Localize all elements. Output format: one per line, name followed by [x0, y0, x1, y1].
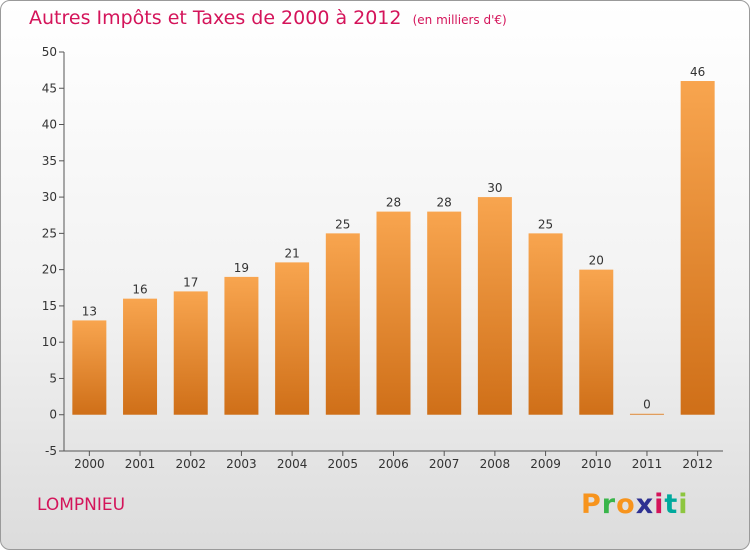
logo-letter: i: [654, 489, 665, 520]
y-tick-label: 40: [42, 118, 57, 132]
data-label-2008: 30: [487, 181, 502, 195]
data-label-2010: 20: [589, 254, 604, 268]
data-label-2003: 19: [234, 261, 249, 275]
logo-letter: o: [616, 489, 636, 520]
y-tick-label: 45: [42, 81, 57, 95]
bar-2011: [629, 413, 664, 415]
bar-2010: [579, 269, 614, 415]
y-tick-label: -5: [45, 444, 57, 458]
x-tick-label: 2012: [682, 457, 713, 471]
chart-title: Autres Impôts et Taxes de 2000 à 2012 (e…: [29, 7, 507, 29]
y-tick-label: 50: [42, 45, 57, 59]
commune-name: LOMPNIEU: [37, 495, 126, 515]
logo-letter: x: [635, 489, 655, 520]
x-tick-label: 2008: [480, 457, 511, 471]
x-tick-label: 2006: [378, 457, 409, 471]
x-tick-label: 2007: [429, 457, 460, 471]
x-tick-label: 2001: [125, 457, 156, 471]
bar-2005: [325, 233, 360, 415]
data-label-2002: 17: [183, 275, 198, 289]
bar-2004: [275, 262, 310, 415]
logo-letter: t: [664, 489, 679, 520]
x-tick-label: 2004: [277, 457, 308, 471]
x-tick-label: 2011: [632, 457, 663, 471]
data-label-2000: 13: [82, 304, 97, 318]
data-label-2005: 25: [335, 217, 350, 231]
axes: -5 0 5 10 15 20 25 30 35 40 45 50 2000 2001 2002 2003 20…: [42, 45, 723, 471]
data-label-2009: 25: [538, 217, 553, 231]
x-tick-label: 2002: [175, 457, 206, 471]
bar-2008: [477, 197, 512, 415]
data-label-2004: 21: [284, 246, 299, 260]
bar-2012: [680, 81, 715, 415]
y-tick-label: 0: [49, 408, 57, 422]
y-tick-label: 35: [42, 154, 57, 168]
proxiti-logo: Proxiti: [581, 489, 689, 520]
bar-2009: [528, 233, 563, 415]
y-tick-label: 30: [42, 190, 57, 204]
logo-letter: i: [678, 489, 689, 520]
data-label-2011: 0: [643, 398, 651, 412]
y-tick-label: 20: [42, 263, 57, 277]
bar-2003: [224, 276, 259, 415]
y-tick-label: 15: [42, 299, 57, 313]
y-tick-label: 5: [49, 371, 57, 385]
x-tick-label: 2010: [581, 457, 612, 471]
logo-letter: r: [601, 489, 617, 520]
data-label-2012: 46: [690, 65, 705, 79]
y-tick-label: 10: [42, 335, 57, 349]
data-label-2007: 28: [437, 196, 452, 210]
bar-2002: [173, 291, 208, 415]
x-tick-label: 2009: [530, 457, 561, 471]
y-tick-label: 25: [42, 226, 57, 240]
x-tick-label: 2005: [328, 457, 359, 471]
bar-2007: [427, 211, 462, 415]
data-label-2006: 28: [386, 196, 401, 210]
bars: 13 16 17 19 21 25 28 28 30 25 20 0 46: [72, 65, 715, 415]
data-label-2001: 16: [132, 283, 147, 297]
chart-title-text: Autres Impôts et Taxes de 2000 à 2012: [29, 7, 402, 29]
bar-2001: [123, 298, 158, 415]
bar-2000: [72, 320, 107, 415]
x-tick-label: 2003: [226, 457, 257, 471]
logo-letter: P: [581, 489, 602, 520]
bar-2006: [376, 211, 411, 415]
x-tick-label: 2000: [74, 457, 105, 471]
unit-note: (en milliers d'€): [412, 13, 507, 27]
